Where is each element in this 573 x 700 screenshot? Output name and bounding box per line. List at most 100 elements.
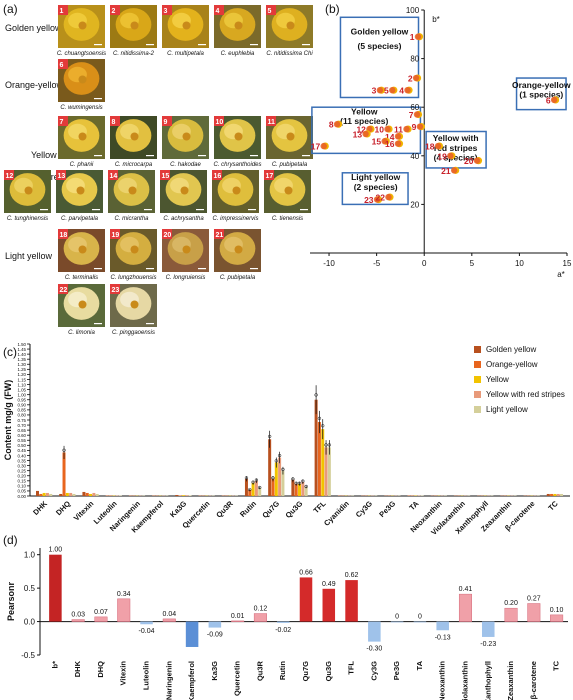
bar-Qu3G-3: [301, 481, 305, 496]
point-label-16: 16: [385, 139, 395, 149]
flower-photo-20: 20 C. longruiensis: [162, 229, 209, 281]
flower-stamens: [78, 132, 87, 141]
number-badge-label: 10: [216, 119, 224, 126]
bar-TC-3: [556, 493, 560, 496]
row-label-4: Light yellow: [5, 251, 53, 261]
number-badge: [110, 116, 120, 126]
group-label-0: (5 species): [358, 41, 402, 51]
value-label: 0.01: [231, 613, 245, 620]
flower-photo-21: 21 C. pubipetala: [214, 229, 261, 281]
category-label: Pe3G: [377, 499, 397, 519]
bar-DHQ-4: [72, 493, 76, 496]
legend-label-0: Golden yellow: [486, 345, 536, 354]
flower-photo-19: 19 C. lungzhouensis: [110, 229, 157, 281]
point-label-18: 18: [425, 142, 435, 152]
data-point-overlay-22: [385, 193, 392, 201]
number-badge: [266, 5, 276, 15]
species-name: C. micrantha: [114, 216, 149, 222]
bar-Qu3G: [322, 588, 336, 622]
bar-DHQ-2: [65, 492, 69, 496]
scale-bar: [94, 44, 102, 46]
sample-point: [297, 481, 302, 485]
sample-point: [327, 443, 332, 447]
bar-Qu3G-2: [298, 483, 302, 496]
scale-bar: [250, 268, 258, 270]
species-name: C. wumingensis: [60, 105, 102, 111]
number-badge-label: 17: [266, 173, 274, 180]
y-tick-label: -0.5: [21, 651, 35, 660]
category-label: Qu3G: [324, 661, 333, 682]
number-badge: [58, 5, 68, 15]
y-tick-label: 0.45: [17, 448, 26, 453]
category-label: Qu3R: [214, 499, 235, 520]
y-axis-title: Content mg/g (FW): [3, 380, 13, 460]
number-badge-label: 2: [112, 8, 116, 15]
scale-bar: [196, 209, 204, 211]
bar-TFL-4: [327, 447, 331, 496]
legend-label-2: Yellow: [486, 375, 509, 384]
y-tick-label: 0.55: [17, 438, 26, 443]
y-tick-label: 1.0: [24, 551, 36, 560]
flower-stamens: [78, 21, 87, 30]
bar-Qu3R: [253, 613, 267, 622]
legend-swatch-3: [474, 391, 481, 398]
number-badge-label: 1: [60, 8, 64, 15]
bar-DHQ: [94, 616, 108, 622]
number-badge: [58, 284, 68, 294]
group-label-1: Orange-yellow: [512, 80, 571, 90]
bar-Ka3G: [208, 621, 222, 628]
flower-stamens: [234, 21, 243, 30]
category-label: TA: [415, 660, 424, 670]
species-name: C. tunghinensis: [7, 216, 48, 222]
category-label: Ka3G: [210, 661, 219, 681]
y-axis-label: b*: [432, 15, 440, 24]
species-name: C. pinggaoensis: [112, 330, 155, 336]
y-tick-label: 0.05: [17, 489, 26, 494]
y-tick-label: 1.10: [17, 382, 26, 387]
scale-bar: [300, 209, 308, 211]
bar-Neoxanthin: [436, 621, 449, 631]
y-tick-label: 0.5: [24, 584, 36, 593]
value-label: 0.34: [117, 591, 131, 598]
legend-swatch-4: [474, 406, 481, 413]
y-tick-label: 1.05: [17, 387, 26, 392]
flower-stamens: [284, 186, 293, 195]
legend-swatch-1: [474, 361, 481, 368]
bar-Cy3G: [368, 621, 381, 642]
point-label-4: 4: [399, 86, 404, 96]
species-name: C. parvipetala: [61, 216, 99, 222]
species-name: C. multipetala: [167, 51, 204, 57]
category-label: Neoxanthin: [438, 661, 447, 700]
bar-TFL-2: [321, 429, 325, 496]
category-label: Naringenin: [164, 661, 173, 700]
scale-bar: [94, 323, 102, 325]
category-label: Luteolin: [142, 661, 151, 691]
bar-Qu7G-2: [274, 462, 278, 496]
data-point-overlay-14: [394, 133, 402, 140]
bar-Naringenin: [162, 618, 176, 622]
scale-bar: [248, 209, 256, 211]
number-badge-label: 21: [216, 232, 224, 239]
row-label-2: Yellow: [31, 150, 57, 160]
y-tick-label: 0.95: [17, 398, 26, 403]
data-point-overlay-15: [381, 138, 388, 145]
bar-Violaxanthin: [458, 593, 472, 622]
point-label-10: 10: [375, 125, 385, 135]
flower-stamens: [182, 21, 191, 30]
bar-TFL: [345, 580, 358, 622]
sample-point: [321, 424, 325, 428]
number-badge: [108, 170, 118, 180]
number-badge: [214, 5, 224, 15]
scale-bar: [198, 155, 206, 157]
value-label: 0.07: [94, 609, 108, 616]
number-badge-label: 20: [164, 232, 172, 239]
legend-label-1: Orange-yellow: [486, 360, 538, 369]
bar-TC: [550, 614, 564, 622]
species-name: C. pubipetala: [272, 162, 308, 168]
y-tick-label: 0.60: [17, 433, 26, 438]
scale-bar: [92, 209, 100, 211]
scale-bar: [146, 323, 154, 325]
y-tick-label: 1.50: [17, 342, 26, 347]
flower-stamens: [234, 132, 243, 141]
scale-bar: [94, 155, 102, 157]
